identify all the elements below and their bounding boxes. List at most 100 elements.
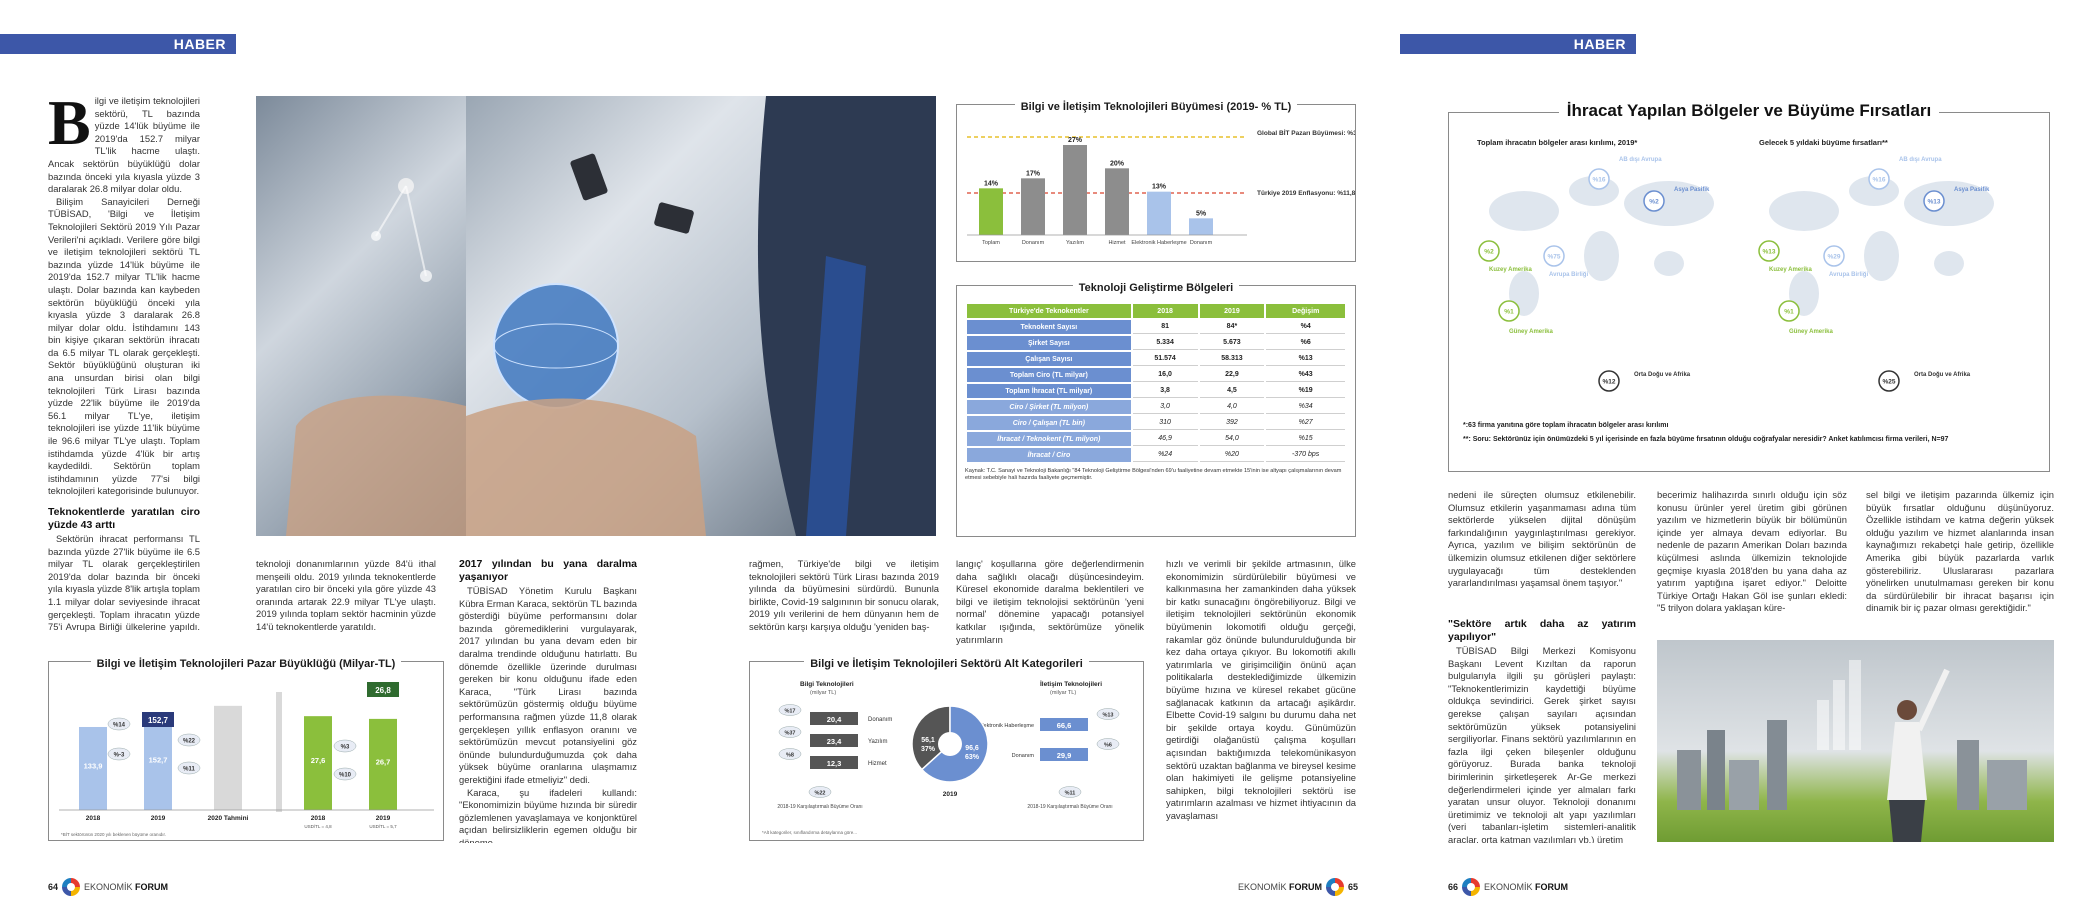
region-marker <box>1758 240 1780 262</box>
growth-bubble-text: %11 <box>183 767 195 773</box>
table-row: Ciro / Şirket (TL milyon) 3,0 4,0 %34 <box>967 400 1345 414</box>
growth-bubble-text: %22 <box>183 739 196 745</box>
page-64: HABER B ilgi ve iletişim teknolojileri s… <box>0 0 466 921</box>
article-column-1: B ilgi ve iletişim teknolojileri sektörü… <box>48 95 200 635</box>
region-name: AB dışı Avrupa <box>1899 157 1942 163</box>
pie-slice <box>911 705 951 771</box>
region-name: Kuzey Amerika <box>1769 267 1812 273</box>
page-number: 65 <box>1348 882 1359 892</box>
tgb-table: Türkiye'de Teknokentler 2018 2019 Değişi… <box>965 302 1347 464</box>
category-label: Yazılım <box>1066 240 1084 246</box>
growth-bubble-text: %-3 <box>114 753 125 759</box>
pie-year-label: 2019 <box>943 791 958 798</box>
continent-shape <box>1654 251 1684 276</box>
chart-title: Bilgi ve İletişim Teknolojileri Büyümesi… <box>1014 101 1298 113</box>
article-column-5: langıç' koşullarına göre değerlendirmeni… <box>956 558 1144 645</box>
region-value: %12 <box>1602 379 1615 386</box>
category-label: Toplam <box>982 240 1000 246</box>
bar-value-label: 14% <box>984 180 999 187</box>
growth-bubble-text: %37 <box>784 731 795 737</box>
world-map-svg: Toplam ihracatın bölgeler arası kırılımı… <box>1463 138 1994 443</box>
growth-bubble <box>333 767 357 781</box>
region-marker <box>1778 300 1800 322</box>
growth-bubble-text: %3 <box>341 745 350 751</box>
pie-value-label: 56,1 <box>921 737 935 744</box>
region-name: Avrupa Birliği <box>1549 272 1588 278</box>
region-marker <box>1478 240 1500 262</box>
region-marker <box>1823 245 1845 267</box>
column-header: 2019 <box>1199 304 1265 318</box>
column-header: Türkiye'de Teknokentler <box>967 304 1131 318</box>
left-value: 20,4 <box>827 715 842 724</box>
section-label: HABER <box>1400 34 1636 54</box>
region-value: %29 <box>1827 254 1840 261</box>
table-row: İhracat / Teknokent (TL milyon) 46,9 54,0%… <box>967 432 1345 446</box>
exchange-rate-label: USD/TL = 5,7 <box>369 824 397 829</box>
growth-bar <box>1063 145 1087 235</box>
footer-left: 64 EKONOMİK FORUM <box>48 878 168 896</box>
region-marker <box>1598 370 1620 392</box>
growth-bar <box>1021 178 1045 235</box>
globe-hand-illustration <box>466 96 936 536</box>
region-name: Asya Pasifik <box>1674 187 1710 193</box>
market-bar <box>144 715 172 810</box>
value-badge <box>367 682 399 697</box>
column-header: 2018 <box>1132 304 1198 318</box>
category-label: 2020 Tahmini <box>208 815 249 822</box>
region-name: Orta Doğu ve Afrika <box>1634 372 1691 378</box>
continent-shape <box>1584 231 1619 281</box>
article-column-4: rağmen, Türkiye'de bilgi ve iletişim tek… <box>749 558 939 632</box>
map-note: **: Soru: Sektörünüz için önümüzdeki 5 y… <box>1463 436 1949 443</box>
table-title: Teknoloji Geliştirme Bölgeleri <box>1072 282 1240 294</box>
right-value-bar <box>1040 748 1088 761</box>
right-label: Elektronik Haberleşme <box>979 723 1034 729</box>
region-value: %2 <box>1649 199 1659 206</box>
region-marker <box>1643 190 1665 212</box>
brand-name: EKONOMİK FORUM <box>1238 882 1323 892</box>
growth-chart: Bilgi ve İletişim Teknolojileri Büyümesi… <box>956 101 1366 262</box>
region-value: %1 <box>1504 309 1514 316</box>
growth-bubble <box>808 786 832 798</box>
body-paragraph: Bilişim Sanayicileri Derneği TÜBİSAD, 'B… <box>48 195 200 497</box>
category-label: Donanım <box>1190 240 1213 246</box>
pie-percent-label: 63% <box>965 754 980 761</box>
footer-middle: EKONOMİK FORUM 65 <box>1238 878 1358 896</box>
page-number: 66 <box>1448 882 1459 892</box>
intro-paragraph: ilgi ve iletişim teknolojileri sektörü, … <box>48 95 200 195</box>
region-marker <box>1868 168 1890 190</box>
right-value-bar <box>1040 718 1088 731</box>
growth-bar <box>1147 191 1171 235</box>
bar-value-label: 20% <box>1110 160 1125 167</box>
growth-bubble-text: %10 <box>339 773 352 779</box>
growth-bubble-text: %11 <box>1065 791 1076 797</box>
article-column-9: becerimiz halihazırda sınırlı olduğu içi… <box>1657 489 1847 614</box>
brand-name: EKONOMİK FORUM <box>1484 882 1569 892</box>
region-value: %2 <box>1484 249 1494 256</box>
magazine-logo-icon <box>1462 878 1481 896</box>
region-value: %75 <box>1547 254 1560 261</box>
growth-caption: 2018-19 Karşılaştırmalı Büyüme Oranı <box>1027 804 1112 810</box>
magazine-logo-icon <box>62 878 81 896</box>
market-bar <box>369 718 397 810</box>
market-size-svg: 133,9 2018 152,7 2019 2020 Tahmini 27,6 2018 US… <box>59 682 434 837</box>
region-value: %1 <box>1784 309 1794 316</box>
subheading: Teknokentlerde yaratılan ciro yüzde 43 a… <box>48 506 200 531</box>
continent-shape <box>1769 191 1839 231</box>
value-badge <box>142 712 174 727</box>
subheading: 2017 yılından bu yana daralma yaşanıyor <box>459 558 637 583</box>
table-row: Teknokent Sayısı 81 84* %4 <box>967 320 1345 334</box>
market-bar <box>79 726 107 810</box>
right-unit: (milyar TL) <box>1050 690 1076 696</box>
bar-value-label: 26,7 <box>376 757 391 766</box>
left-value-bar <box>810 734 858 747</box>
region-marker <box>1543 245 1565 267</box>
growth-bubble-text: %6 <box>1104 743 1112 749</box>
left-label: Yazılım <box>868 739 888 745</box>
bar-value-label: 27% <box>1068 137 1083 144</box>
chart-footnote: *Alt kategoriler, sınıflandırma detaylar… <box>762 830 857 835</box>
growth-bar <box>979 188 1003 235</box>
growth-bubble <box>778 704 802 716</box>
brand-name: EKONOMİK FORUM <box>84 882 169 892</box>
growth-bubble-text: %22 <box>814 791 825 797</box>
growth-svg: Global BİT Pazarı Büyümesi: %34,5 Türkiye… <box>967 129 1366 246</box>
